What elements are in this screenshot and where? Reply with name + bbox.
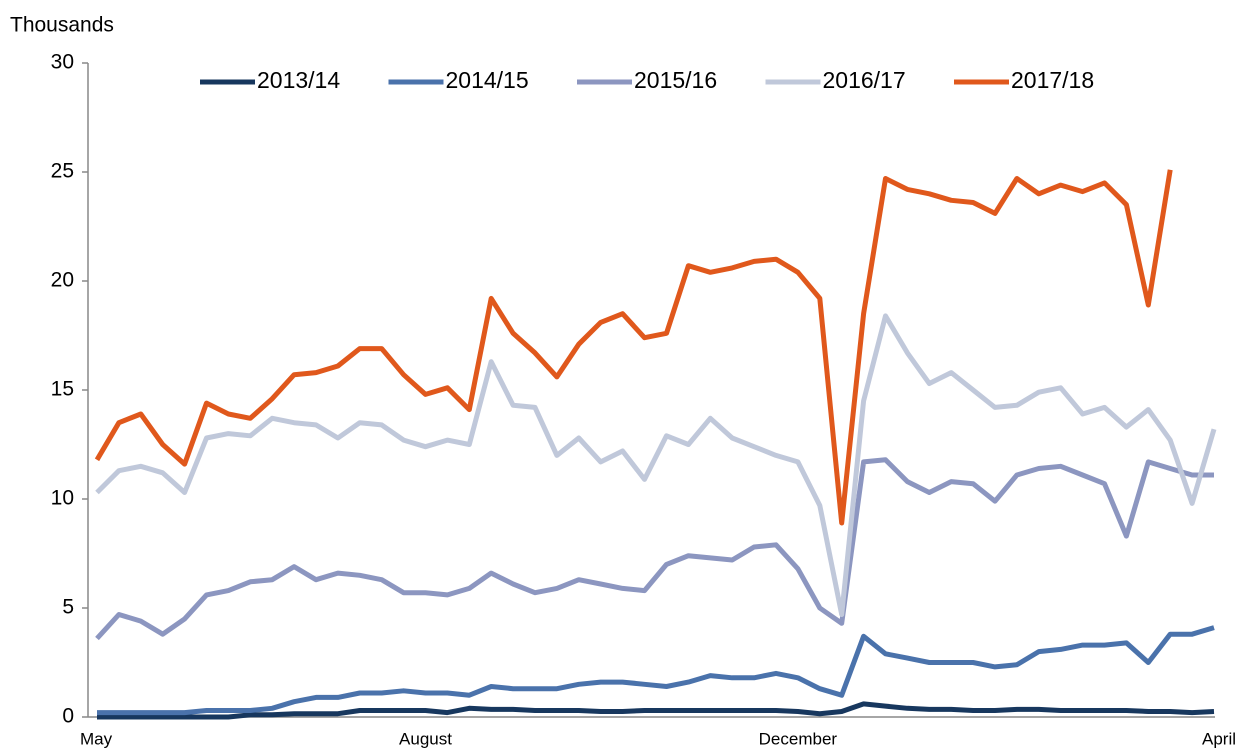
y-tick-label: 0 xyxy=(62,705,74,728)
legend-label: 2014/15 xyxy=(446,67,529,93)
series-line xyxy=(95,313,1217,617)
series-line xyxy=(94,169,1173,526)
x-tick-label: May xyxy=(80,729,113,748)
series-line xyxy=(97,701,1215,720)
y-axis-label: Thousands xyxy=(10,14,114,37)
legend-label: 2015/16 xyxy=(634,67,717,93)
legend-label: 2017/18 xyxy=(1011,67,1094,93)
y-tick-label: 15 xyxy=(51,378,74,401)
legend-label: 2013/14 xyxy=(257,67,340,93)
y-tick-label: 25 xyxy=(51,160,74,183)
x-tick-label: December xyxy=(759,729,838,748)
y-tick-label: 20 xyxy=(51,269,74,292)
x-tick-label: April xyxy=(1202,729,1236,748)
y-tick-label: 10 xyxy=(51,487,74,510)
y-tick-label: 5 xyxy=(62,596,74,619)
series-line xyxy=(95,457,1214,641)
legend-label: 2016/17 xyxy=(823,67,906,93)
x-tick-label: August xyxy=(399,729,452,748)
series-line xyxy=(97,625,1215,716)
y-tick-label: 30 xyxy=(51,51,74,74)
